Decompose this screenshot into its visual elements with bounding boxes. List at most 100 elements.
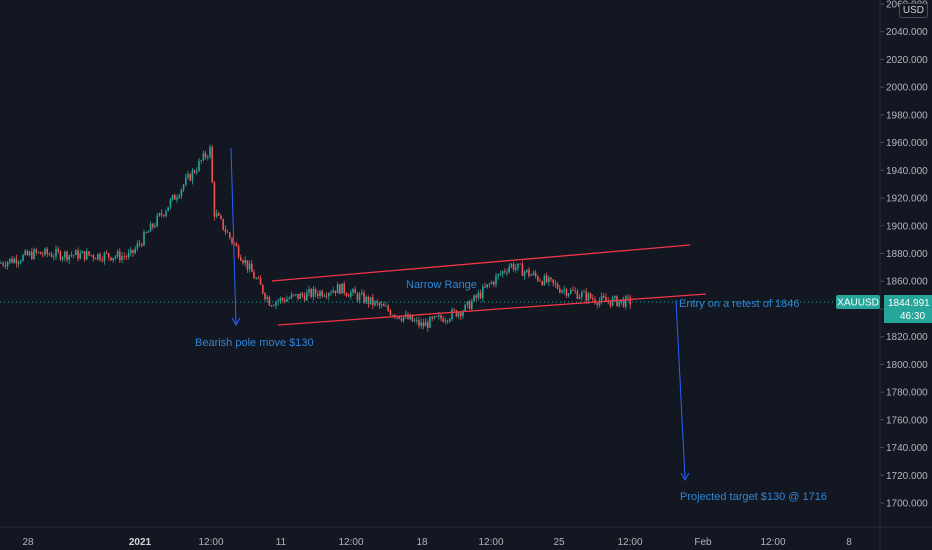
candle — [39, 251, 42, 255]
target-arrow[interactable] — [675, 299, 690, 482]
candle — [400, 316, 403, 323]
candle — [365, 295, 367, 305]
y-tick-label: 1780.000 — [886, 388, 928, 399]
candle — [290, 291, 293, 300]
candle — [176, 194, 178, 204]
y-tick-label: 1820.000 — [886, 332, 928, 343]
candle — [402, 316, 405, 324]
candle — [50, 251, 53, 258]
candle — [442, 315, 444, 323]
y-tick-label: 2020.000 — [886, 55, 928, 66]
candle — [352, 287, 354, 297]
candle — [94, 257, 97, 260]
candle — [22, 253, 24, 262]
candle — [11, 255, 13, 264]
candle — [622, 296, 625, 308]
candle — [189, 173, 191, 182]
candle — [200, 159, 202, 164]
candle — [244, 256, 246, 267]
symbol-label: XAUUSD — [837, 298, 879, 309]
candle — [424, 317, 427, 327]
candle — [17, 260, 20, 268]
candle — [75, 249, 77, 256]
candle — [61, 255, 64, 263]
candle — [198, 158, 200, 173]
candle — [328, 292, 330, 301]
candle — [422, 318, 425, 330]
last-price-value: 1844.991 — [888, 298, 930, 309]
candle — [409, 313, 411, 321]
candle — [127, 249, 130, 260]
candle — [42, 251, 44, 258]
candle — [79, 249, 81, 260]
pole-arrow[interactable] — [230, 147, 241, 327]
candle — [178, 193, 180, 199]
candle — [97, 253, 99, 261]
candle — [330, 289, 332, 296]
candle — [209, 144, 211, 159]
candle — [479, 289, 482, 300]
candle — [105, 250, 108, 255]
candle — [484, 282, 486, 289]
candle — [530, 273, 532, 277]
candle — [545, 272, 548, 284]
candle — [15, 254, 18, 268]
candle — [53, 253, 55, 261]
candle — [347, 293, 350, 297]
price-axis[interactable]: 1700.000 1720.000 1740.000 1760.000 1780.000… — [879, 0, 928, 550]
candle — [433, 315, 436, 320]
candle — [207, 155, 209, 161]
channel-lower-line[interactable] — [277, 293, 707, 326]
candle — [130, 247, 132, 257]
candle — [625, 294, 627, 310]
candle — [141, 242, 143, 248]
candle — [147, 230, 150, 233]
channel-upper-line[interactable] — [271, 244, 691, 282]
candle — [539, 278, 541, 283]
candle — [303, 292, 306, 303]
candle — [270, 304, 273, 308]
candle — [561, 289, 563, 294]
candle — [548, 275, 550, 287]
x-tick-label: 12:00 — [338, 537, 363, 548]
candle — [585, 287, 587, 305]
time-axis[interactable]: 28 2021 12:00 11 12:00 18 12:00 25 12:00 Feb 12:00… — [22, 537, 852, 548]
candle — [563, 285, 565, 295]
candle — [405, 310, 407, 319]
candle — [90, 254, 92, 257]
currency-badge[interactable]: USD — [898, 3, 928, 18]
candle — [356, 291, 359, 303]
x-tick-label: 8 — [846, 537, 852, 548]
candle — [453, 308, 455, 312]
candle — [385, 301, 387, 307]
candle — [526, 269, 528, 274]
candle — [273, 304, 275, 307]
candle — [167, 207, 169, 212]
candle — [6, 260, 9, 270]
candle — [152, 222, 154, 230]
x-tick-label: 18 — [416, 537, 428, 548]
x-tick-label: Feb — [694, 537, 712, 548]
candle — [475, 293, 477, 302]
y-tick-label: 2040.000 — [886, 27, 928, 38]
candle — [288, 296, 290, 301]
x-tick-label: 12:00 — [198, 537, 223, 548]
candle — [455, 309, 458, 318]
candle — [55, 245, 57, 261]
candle — [251, 259, 253, 273]
candle — [81, 250, 84, 254]
candle — [281, 297, 284, 304]
candle — [2, 261, 4, 268]
candle — [314, 287, 317, 298]
symbol-tag: XAUUSD — [836, 295, 880, 309]
candle — [427, 319, 429, 332]
candle — [292, 294, 295, 297]
candle — [88, 251, 90, 257]
candle — [215, 209, 218, 219]
candle — [596, 301, 598, 309]
candle — [185, 173, 187, 187]
y-tick-label: 1720.000 — [886, 471, 928, 482]
candle — [24, 248, 26, 256]
candle — [341, 283, 343, 294]
